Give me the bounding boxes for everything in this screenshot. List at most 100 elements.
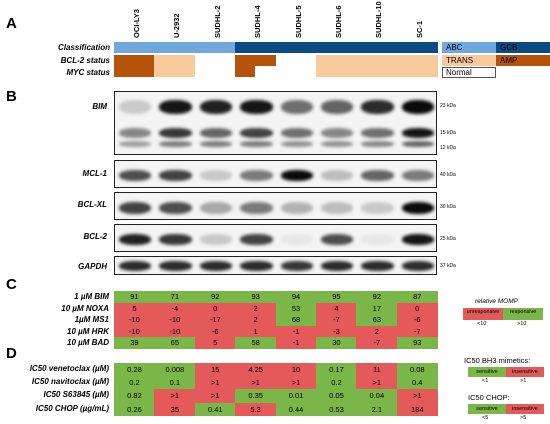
blot-mcl1 (114, 160, 437, 188)
bh3-cell: -7 (316, 314, 357, 326)
cell-line-header: SUDHL-2 (212, 5, 222, 38)
blot-gapdh (114, 256, 437, 275)
bcl2-status-cell (275, 55, 317, 66)
blot-band (280, 128, 313, 138)
ic50-cell: 11 (356, 363, 398, 377)
blot-band (280, 234, 313, 245)
panel-d-letter: D (6, 345, 17, 362)
ic50-cell: 10 (275, 363, 317, 377)
ic50-cell: 0.1 (154, 376, 196, 390)
blot-band (119, 234, 152, 245)
classification-cell (356, 42, 398, 53)
legend-momp-low: <10 (477, 321, 487, 327)
classification-cell (396, 42, 438, 53)
blot-band (159, 202, 192, 214)
myc-status-cell (316, 66, 357, 77)
bcl2-status-cell (194, 55, 236, 66)
legend-bh3-title: IC50 BH3 mimetics: (464, 356, 531, 365)
bh3-cell: -7 (356, 337, 398, 349)
bh3-cell: -7 (396, 325, 438, 338)
bh3-cell: 39 (114, 337, 155, 349)
blot-band (321, 234, 354, 245)
blot-band (240, 100, 273, 114)
legend-abc: ABC (442, 42, 496, 53)
legend-responsive: responsive (503, 308, 543, 320)
blot-band (361, 202, 394, 214)
blot-band (321, 170, 354, 181)
blot-band (119, 202, 152, 214)
legend-bh3-sensitive: sensitive (468, 367, 506, 377)
myc-status-cell (235, 66, 256, 77)
blot-band (280, 141, 313, 147)
bh3-cell: 5 (194, 337, 236, 349)
legend-chop-title: IC50 CHOP: (468, 393, 510, 402)
bh3-cell: -10 (114, 325, 155, 338)
blot-band (280, 202, 313, 214)
row-label-myc-status: MYC status (66, 68, 110, 77)
blot-band (361, 128, 394, 138)
bh3-cell: -10 (154, 325, 196, 338)
legend-chop-low: <5 (482, 415, 489, 421)
bh3-cell: 5 (114, 302, 155, 315)
blot-band (361, 234, 394, 245)
blot-band (280, 261, 313, 271)
blot-band (159, 128, 192, 138)
bh3-cell: 65 (154, 337, 196, 349)
marker-23kda: 23 kDa (440, 103, 456, 109)
legend-bh3-insensitive: insensitive (506, 367, 544, 377)
ic50-cell: 0.17 (316, 363, 357, 377)
marker-30kda: 30 kDa (440, 204, 456, 210)
ic50-cell: 0.26 (114, 402, 155, 416)
bh3-cell: -6 (194, 325, 236, 338)
blot-band (321, 202, 354, 214)
bh3-cell: 63 (356, 314, 398, 326)
bcl2-status-cell (114, 55, 155, 66)
legend-gcb: GCB (496, 42, 550, 53)
bh3-cell: 2 (235, 302, 277, 315)
blot-band (401, 202, 435, 214)
marker-15kda: 15 kDa (440, 130, 456, 136)
bh3-cell: 53 (275, 302, 317, 315)
bh3-cell: 2 (356, 325, 398, 338)
marker-37kda: 37 kDa (440, 263, 456, 269)
ic50-cell: 0.08 (396, 363, 438, 377)
bh3-cell: 1 (235, 325, 277, 338)
bh3-cell: 71 (154, 291, 196, 303)
blot-band (199, 234, 233, 245)
ic50-cell: 2.1 (356, 402, 398, 416)
ic50-cell: 0.28 (114, 363, 155, 377)
classification-cell (235, 42, 277, 53)
ic50-cell: 0.2 (316, 376, 357, 390)
ic50-cell: >1 (396, 389, 438, 403)
blot-band (159, 141, 192, 147)
legend-chop-sensitive: sensitive (468, 404, 506, 414)
bh3-row-label: 10 µM NOXA (61, 303, 109, 313)
bh3-row-label: 1 µM BIM (74, 292, 109, 301)
cell-line-header: SUDHL-5 (293, 5, 303, 38)
panel-a-letter: A (6, 15, 17, 32)
bh3-cell: -17 (194, 314, 236, 326)
ic50-cell: 0.53 (316, 402, 357, 416)
legend-momp-title: relative MOMP (475, 298, 518, 305)
ic50-cell: 0.2 (114, 376, 155, 390)
ic50-cell: 0.44 (275, 402, 317, 416)
bh3-cell: -1 (275, 325, 317, 338)
bcl2-status-cell (154, 55, 196, 66)
blot-label-bcl2: BCL-2 (83, 232, 107, 241)
myc-status-cell (114, 66, 155, 77)
bh3-cell: -4 (154, 302, 196, 315)
blot-band (240, 261, 273, 271)
ic50-cell: 0.05 (316, 389, 357, 403)
blot-band (240, 170, 273, 181)
blot-band (119, 100, 152, 114)
blot-band (199, 170, 233, 181)
bh3-cell: 68 (275, 314, 317, 326)
row-label-bcl2-status: BCL-2 status (60, 56, 110, 65)
bh3-row-label: 10 µM HRK (67, 326, 109, 336)
classification-cell (194, 42, 236, 53)
ic50-cell: >1 (194, 376, 236, 390)
ic50-cell: 0.4 (396, 376, 438, 390)
blot-band (199, 202, 233, 214)
ic50-row-label: IC50 CHOP (µg/mL) (35, 403, 109, 413)
ic50-cell: >1 (235, 376, 277, 390)
